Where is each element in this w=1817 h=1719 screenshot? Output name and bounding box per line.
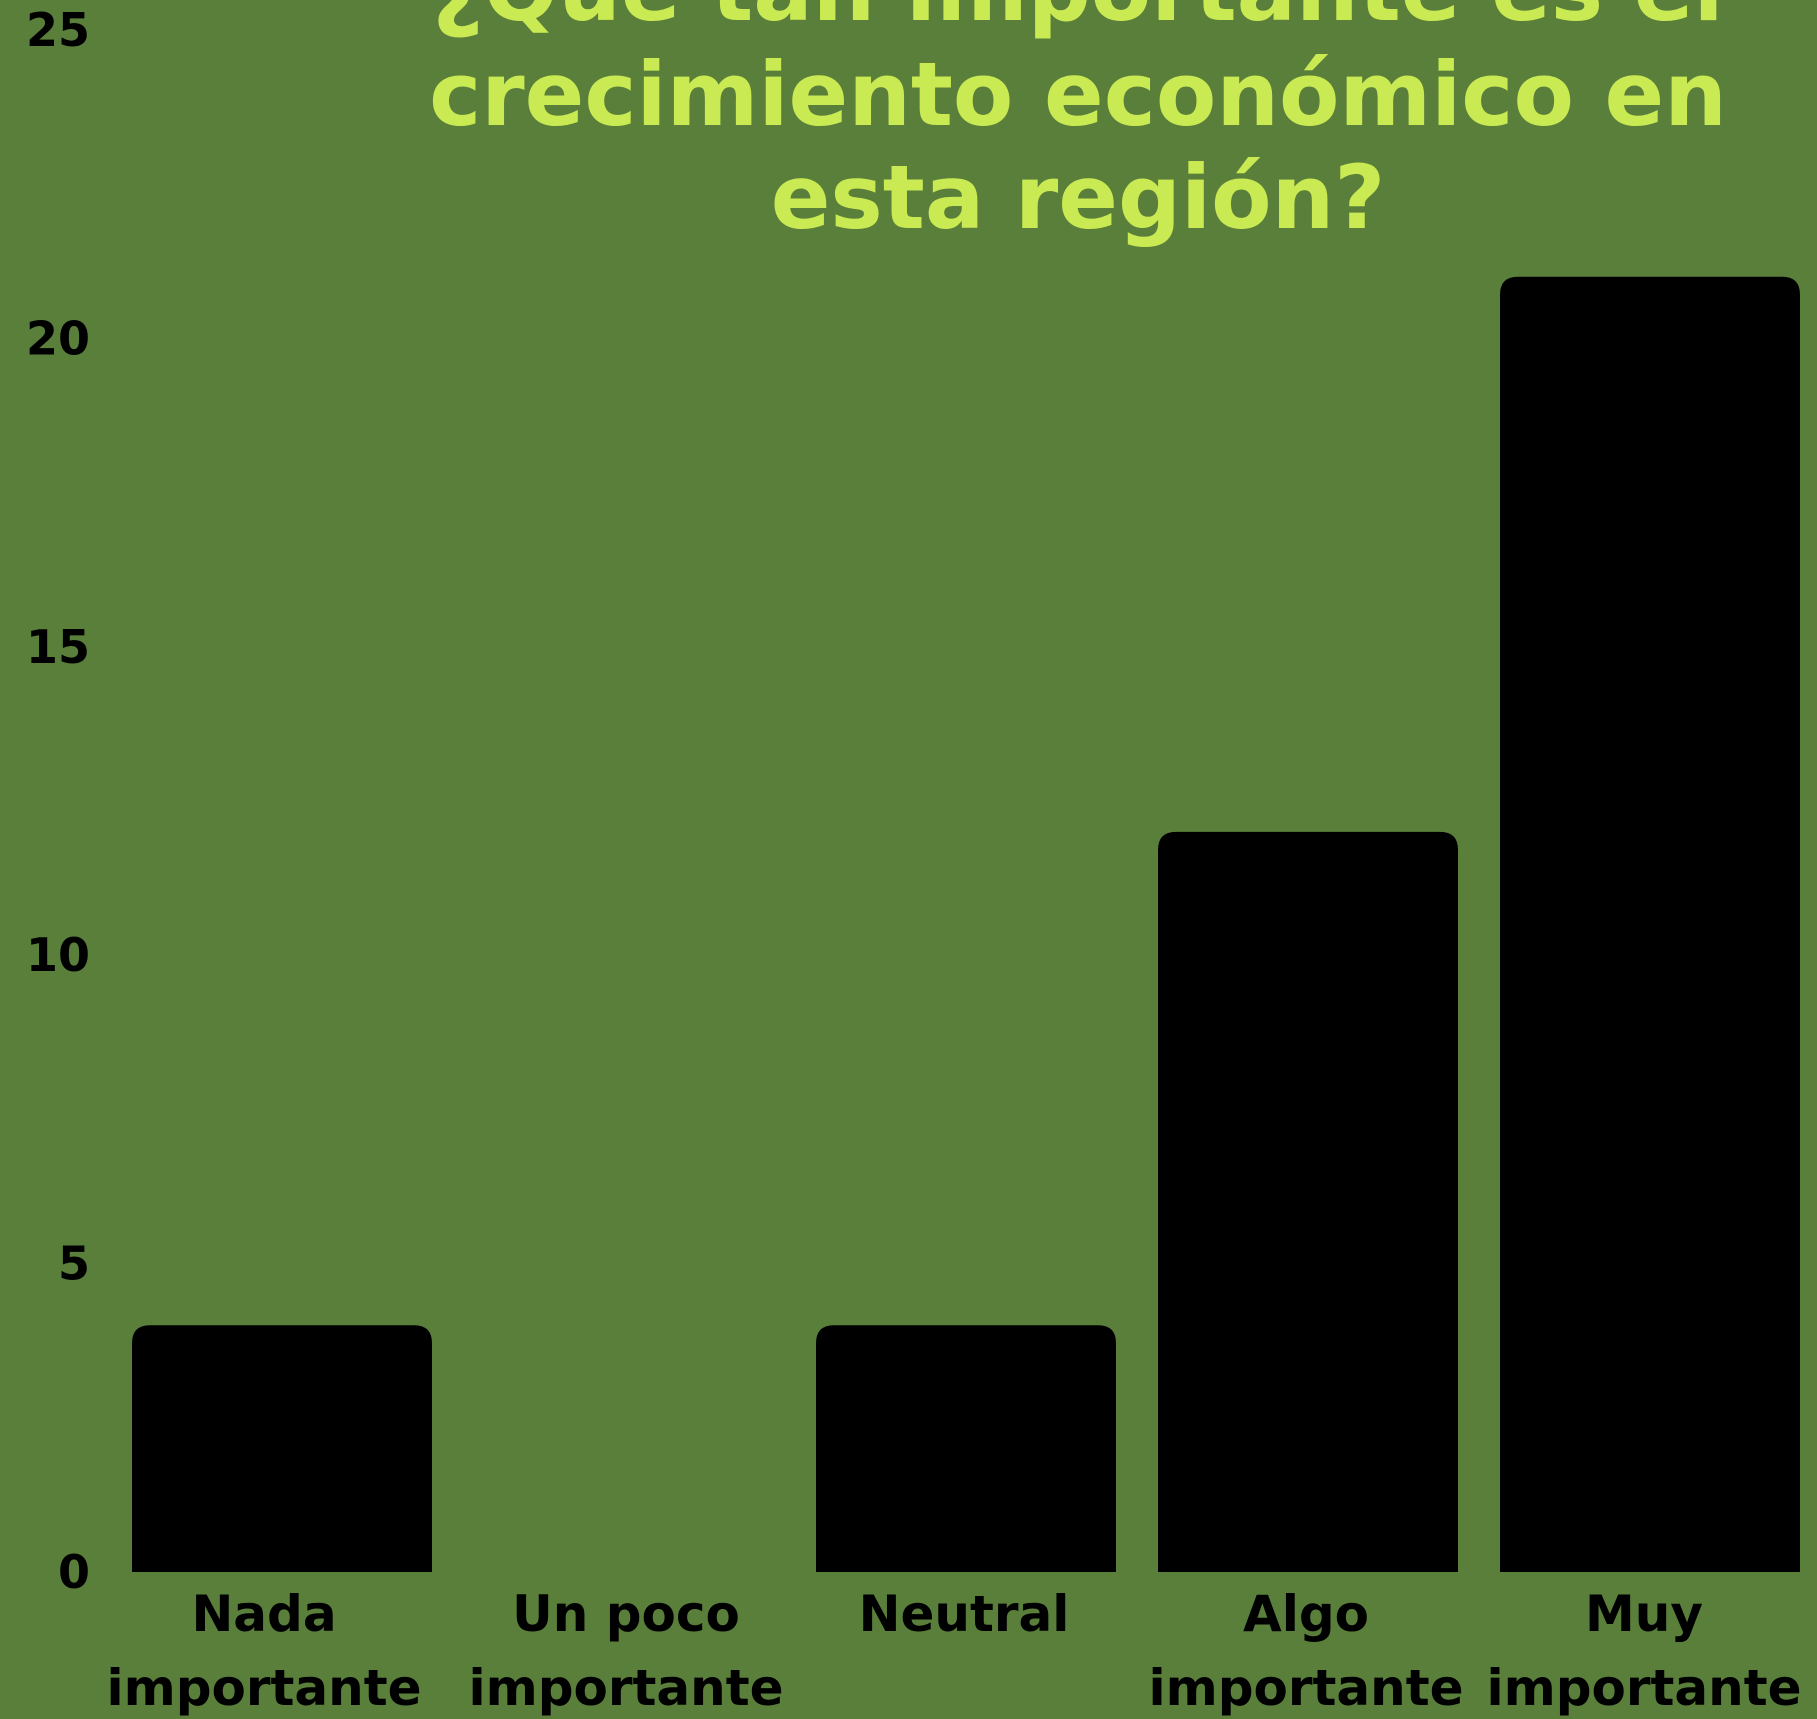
bars: [132, 276, 1800, 1573]
x-category-label: Algo: [1243, 1585, 1369, 1643]
y-tick-label: 25: [26, 3, 90, 57]
x-category-label: importante: [468, 1659, 783, 1717]
bar-4: [1500, 276, 1800, 1573]
chart-title-line: crecimiento económico en: [429, 43, 1727, 146]
x-category-label: Nada: [191, 1585, 336, 1643]
y-tick-label: 5: [58, 1237, 90, 1291]
bar-0: [132, 1325, 432, 1572]
chart-title: ¿Qué tan importante es elcrecimiento eco…: [429, 0, 1727, 249]
y-tick-label: 0: [58, 1545, 90, 1599]
x-category-label: importante: [1148, 1659, 1463, 1717]
x-category-label: Neutral: [859, 1585, 1070, 1643]
chart-title-line: ¿Qué tan importante es el: [432, 0, 1723, 41]
bar-3: [1158, 831, 1458, 1572]
y-tick-label: 20: [26, 311, 90, 365]
x-category-label: Muy: [1585, 1585, 1703, 1643]
y-tick-label: 15: [26, 620, 90, 674]
y-axis-ticks: 0 5 10 15 20 25: [26, 3, 90, 1599]
x-axis-labels: Nada importante Un poco importante Neutral Al…: [106, 1585, 1801, 1717]
x-category-label: importante: [1486, 1659, 1801, 1717]
x-category-label: Un poco: [512, 1585, 740, 1643]
bar-2: [816, 1325, 1116, 1572]
y-tick-label: 10: [26, 928, 90, 982]
x-category-label: importante: [106, 1659, 421, 1717]
chart-title-line: esta región?: [771, 146, 1386, 249]
